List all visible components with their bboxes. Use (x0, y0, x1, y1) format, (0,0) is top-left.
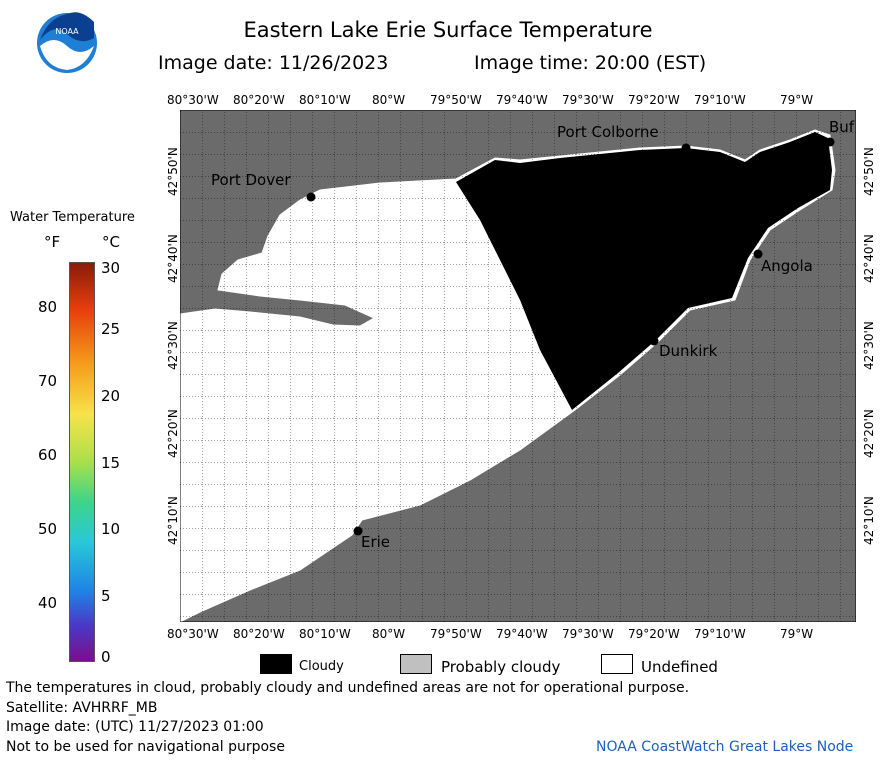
lat-label: 42°10'N (166, 496, 180, 545)
lon-label: 79°10'W (694, 93, 746, 107)
lon-label: 80°30'W (167, 627, 219, 641)
lon-label: 80°20'W (233, 93, 285, 107)
image-time: Image time: 20:00 (EST) (474, 52, 707, 74)
lat-label: 42°20'N (166, 409, 180, 458)
key-cloudy-label: Cloudy (299, 659, 344, 674)
page-title: Eastern Lake Erie Surface Temperature (243, 18, 653, 42)
place-dunkirk: Dunkirk (659, 342, 718, 360)
temperature-colorbar (69, 262, 95, 662)
angola-marker (753, 249, 763, 259)
lon-label: 80°20'W (233, 627, 285, 641)
c-tick: 30 (101, 259, 121, 277)
disclaimer-note: The temperatures in cloud, probably clou… (6, 680, 690, 696)
c-tick: 0 (101, 648, 111, 666)
key-probably-cloudy-swatch (400, 654, 432, 674)
f-tick: 40 (38, 594, 58, 612)
unit-celsius: °C (102, 233, 120, 251)
place-erie: Erie (361, 533, 391, 551)
key-probably-cloudy-label: Probably cloudy (441, 658, 561, 676)
lon-label: 79°10'W (694, 627, 746, 641)
c-tick: 20 (101, 387, 121, 405)
lon-label: 79°30'W (562, 93, 614, 107)
f-tick: 70 (38, 372, 58, 390)
c-tick: 25 (101, 320, 121, 338)
lon-label: 79°40'W (496, 93, 548, 107)
lat-label: 42°50'N (862, 147, 876, 196)
credit-link[interactable]: NOAA CoastWatch Great Lakes Node (596, 739, 854, 755)
unit-fahrenheit: °F (44, 233, 61, 251)
lon-label: 79°50'W (430, 93, 482, 107)
lat-label: 42°30'N (166, 321, 180, 370)
key-undefined-swatch (601, 654, 633, 674)
place-angola: Angola (761, 257, 813, 275)
image-date: Image date: 11/26/2023 (158, 52, 389, 74)
port-colborne-marker (681, 143, 691, 153)
legend-title: Water Temperature (10, 210, 135, 225)
svg-text:NOAA: NOAA (55, 27, 79, 36)
lon-label: 79°20'W (628, 627, 680, 641)
f-tick: 80 (38, 298, 58, 316)
lat-label: 42°40'N (862, 234, 876, 283)
lon-label: 79°W (780, 93, 814, 107)
map-grid (180, 110, 856, 622)
c-tick: 5 (101, 587, 111, 605)
lon-label: 79°20'W (628, 93, 680, 107)
place-buffalo: Buf (829, 118, 855, 136)
key-cloudy-swatch (260, 654, 292, 674)
place-port-colborne: Port Colborne (557, 123, 659, 141)
dunkirk-marker (649, 336, 659, 346)
lon-label: 79°30'W (562, 627, 614, 641)
noaa-logo: NOAA (36, 12, 98, 74)
satellite-info: Satellite: AVHRRF_MB (6, 700, 158, 716)
lon-label: 80°W (372, 627, 406, 641)
lon-label: 80°W (372, 93, 406, 107)
lake-erie-map (180, 110, 856, 622)
f-tick: 60 (38, 446, 58, 464)
lon-label: 79°W (780, 627, 814, 641)
lon-label: 80°10'W (299, 627, 351, 641)
port-dover-marker (306, 192, 316, 202)
lat-label: 42°20'N (862, 409, 876, 458)
lat-label: 42°50'N (166, 147, 180, 196)
lon-label: 80°10'W (299, 93, 351, 107)
f-tick: 50 (38, 520, 58, 538)
lon-label: 79°40'W (496, 627, 548, 641)
utc-date: Image date: (UTC) 11/27/2023 01:00 (6, 719, 264, 735)
erie-marker (353, 526, 363, 536)
place-port-dover: Port Dover (211, 171, 291, 189)
buffalo-marker (825, 137, 835, 147)
lat-label: 42°40'N (166, 234, 180, 283)
lat-label: 42°30'N (862, 321, 876, 370)
c-tick: 15 (101, 454, 121, 472)
lon-label: 79°50'W (430, 627, 482, 641)
c-tick: 10 (101, 520, 121, 538)
key-undefined-label: Undefined (641, 658, 718, 676)
navigation-note: Not to be used for navigational purpose (6, 739, 285, 755)
lon-label: 80°30'W (167, 93, 219, 107)
lat-label: 42°10'N (862, 496, 876, 545)
